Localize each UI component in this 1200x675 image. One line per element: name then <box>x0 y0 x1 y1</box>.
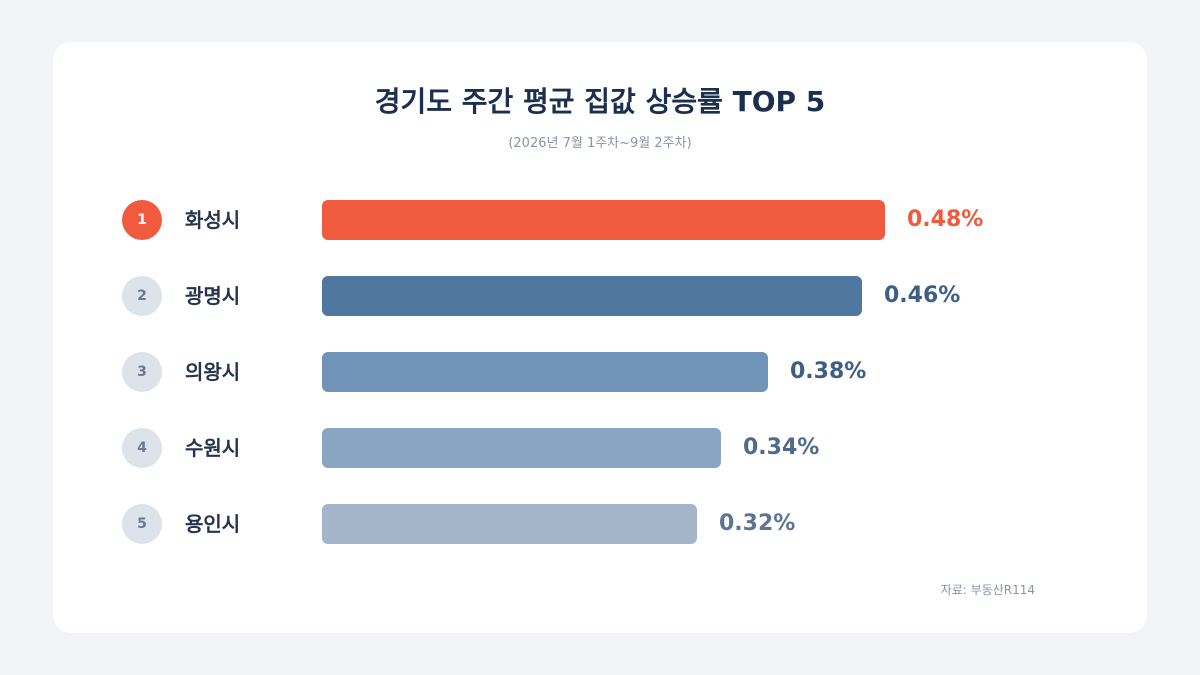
value-label: 0.48% <box>907 207 984 232</box>
category-label: 광명시 <box>185 284 241 308</box>
rank-badge: 2 <box>122 276 162 316</box>
bar-row: 2 광명시 0.46% <box>0 274 1200 318</box>
category-label: 화성시 <box>185 208 241 232</box>
rank-badge: 3 <box>122 352 162 392</box>
value-label: 0.32% <box>719 511 796 536</box>
chart-title: 경기도 주간 평균 집값 상승률 TOP 5 <box>374 85 826 118</box>
bar <box>322 276 862 316</box>
rank-badge: 4 <box>122 428 162 468</box>
bar-row: 1 화성시 0.48% <box>0 198 1200 242</box>
category-label: 용인시 <box>185 512 241 536</box>
rank-badge: 5 <box>122 504 162 544</box>
rank-badge: 1 <box>122 200 162 240</box>
bar-row: 5 용인시 0.32% <box>0 502 1200 546</box>
category-label: 의왕시 <box>185 360 241 384</box>
bar <box>322 428 721 468</box>
bar-row: 4 수원시 0.34% <box>0 426 1200 470</box>
value-label: 0.46% <box>884 283 961 308</box>
value-label: 0.34% <box>743 435 820 460</box>
bar <box>322 200 885 240</box>
value-label: 0.38% <box>790 359 867 384</box>
bar-row: 3 의왕시 0.38% <box>0 350 1200 394</box>
chart-subtitle: (2026년 7월 1주차~9월 2주차) <box>508 136 692 151</box>
category-label: 수원시 <box>185 436 241 460</box>
bar <box>322 352 768 392</box>
source-note: 자료: 부동산R114 <box>940 583 1035 597</box>
bar <box>322 504 697 544</box>
